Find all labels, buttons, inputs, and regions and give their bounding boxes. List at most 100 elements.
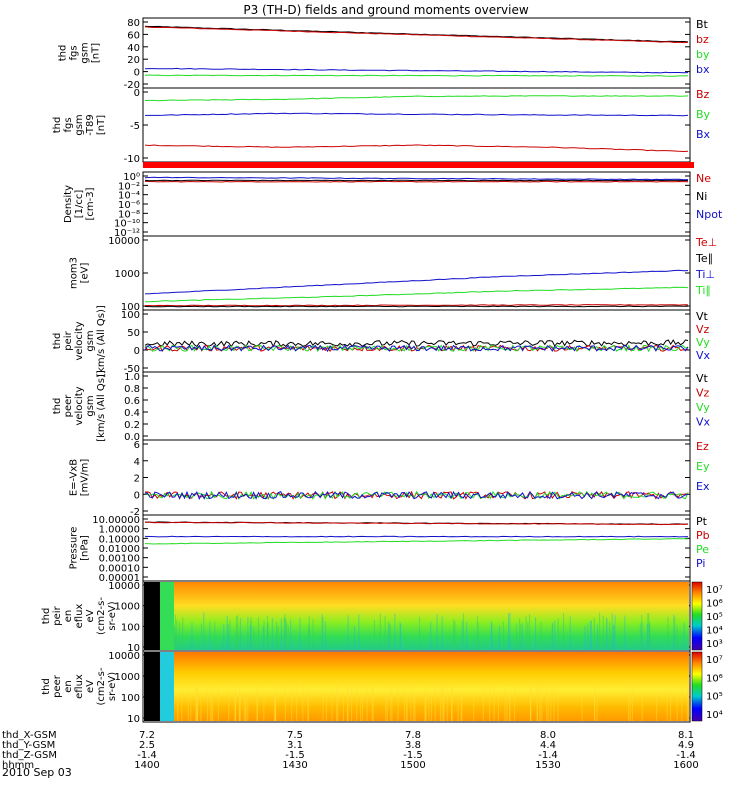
- y-axis-label: Density: [63, 185, 74, 223]
- y-axis-label: [km/s (All Qs)]: [96, 305, 107, 377]
- legend-entry: Te∥: [695, 252, 713, 265]
- y-axis-label: eflux: [74, 604, 85, 629]
- y-tick-label: 10⁻⁸: [118, 209, 140, 220]
- series-line-Npot: [144, 176, 689, 181]
- y-axis-label: thd: [41, 678, 52, 695]
- y-tick-label: 10⁰: [123, 172, 140, 183]
- legend-entry: Pe: [696, 543, 709, 556]
- y-axis-label: gsm: [80, 42, 91, 63]
- series-line-bz: [144, 26, 689, 44]
- legend-entry: Vx: [696, 416, 711, 429]
- series-line-Ex: [144, 490, 689, 501]
- y-axis-label: -T89: [85, 114, 96, 136]
- time-axis-value: 4.4: [540, 740, 556, 751]
- legend-entry: bz: [696, 33, 709, 46]
- y-tick-label: 6: [134, 440, 140, 451]
- time-axis-value: 8.0: [540, 730, 556, 741]
- series-line-Vz: [144, 344, 689, 353]
- y-tick-label: -10: [124, 154, 140, 165]
- y-axis-label: fgs: [63, 117, 74, 132]
- series-line-Ti⊥: [144, 269, 689, 295]
- y-axis-label: [cm-3]: [85, 187, 96, 220]
- legend-entry: bx: [696, 63, 710, 76]
- legend-entry: Te⊥: [695, 236, 717, 249]
- time-axis-row-label: thd_Z-GSM: [2, 750, 57, 761]
- colorbar-tick-label: 10⁵: [706, 612, 723, 623]
- y-axis-label: [nT]: [91, 43, 102, 63]
- y-tick-label: 50: [127, 328, 140, 339]
- legend-entry: Ex: [696, 480, 710, 493]
- legend-entry: By: [696, 108, 711, 121]
- y-axis-label: Pressure: [69, 527, 80, 570]
- y-axis-label: thd: [52, 117, 63, 134]
- y-tick-label: 1000: [115, 269, 140, 280]
- time-axis-row-label: thd_X-GSM: [2, 730, 57, 741]
- y-axis-label: eV: [85, 680, 96, 693]
- legend-entry: Bz: [696, 88, 710, 101]
- y-tick-label: 10000: [108, 236, 140, 247]
- y-axis-label: mom3: [69, 257, 80, 289]
- y-tick-label: 0: [134, 490, 140, 501]
- time-axis-value: 7.8: [405, 730, 421, 741]
- series-line-Pi: [144, 535, 689, 538]
- legend-entry: Vt: [696, 372, 709, 385]
- y-tick-label: 40: [127, 43, 140, 54]
- colorbar-tick-label: 10⁶: [706, 673, 723, 684]
- y-axis-label: [eV]: [80, 263, 91, 284]
- y-tick-label: 10⁻²: [118, 181, 140, 192]
- y-tick-label: 1000: [115, 602, 140, 613]
- time-axis-value: 1430: [282, 760, 307, 771]
- y-tick-label: 0.10000: [99, 534, 140, 545]
- y-tick-label: 10⁻¹²: [114, 228, 140, 239]
- y-tick-label: 0: [134, 88, 140, 99]
- time-axis-value: -1.5: [403, 750, 423, 761]
- y-axis-label: eV: [85, 609, 96, 622]
- y-tick-label: 0.4: [124, 408, 140, 419]
- y-tick-label: 10⁻⁴: [118, 191, 140, 202]
- y-axis-label: (cm2-s-: [96, 597, 107, 635]
- y-axis-label: sr-eV): [107, 601, 118, 630]
- y-tick-label: 10000: [108, 651, 140, 662]
- y-tick-label: 10000: [108, 581, 140, 592]
- series-line-bx: [144, 67, 689, 74]
- panel-5: thd peir velocity gsm [km/s (All Qs)] 100 50 0 -…: [52, 305, 711, 377]
- legend-entry: Ti⊥: [695, 268, 715, 281]
- y-tick-label: 0: [134, 68, 140, 79]
- series-line-Pb: [145, 521, 689, 526]
- panel-frame: [142, 650, 691, 723]
- y-axis-label: [km/s (All Qs)]: [96, 370, 107, 442]
- series-line-Te⊥: [144, 304, 689, 307]
- legend-entry: Pi: [696, 557, 705, 570]
- y-tick-label: 0.8: [124, 384, 140, 395]
- y-tick-label: -5: [130, 121, 140, 132]
- y-axis-label: gsm: [85, 330, 96, 351]
- series-line-Pe: [144, 537, 689, 545]
- y-tick-label: 0.01000: [99, 544, 140, 555]
- time-axis-value: 7.5: [287, 730, 303, 741]
- y-tick-label: -20: [124, 80, 140, 91]
- y-tick-label: 80: [127, 18, 140, 29]
- series-line-Ne: [144, 180, 689, 183]
- colorbar-tick-label: 10⁵: [706, 692, 723, 703]
- series-line-Vx: [144, 344, 689, 353]
- legend-entry: Vt: [696, 310, 709, 323]
- time-axis-value: 4.9: [678, 740, 694, 751]
- panel-6: thd peer velocity gsm [km/s (All Qs)] 1.00.80…: [52, 370, 711, 443]
- legend-entry: by: [696, 48, 710, 61]
- series-line-Bz: [144, 144, 689, 153]
- y-tick-label: 100: [121, 622, 140, 633]
- y-axis-label: [1/cc]: [74, 190, 85, 219]
- legend-entry: Ni: [696, 190, 707, 203]
- y-axis-label: velocity: [74, 386, 85, 425]
- data-gap: [144, 652, 160, 721]
- y-tick-label: 4: [134, 457, 140, 468]
- y-axis-label: en: [63, 680, 74, 693]
- legend-entry: Ti∥: [695, 284, 711, 297]
- y-axis-label: [mV/m]: [80, 459, 91, 497]
- y-tick-label: 10.00000: [92, 515, 140, 526]
- y-tick-label: 1.00000: [99, 525, 140, 536]
- y-tick-label: 10⁻⁶: [118, 200, 140, 211]
- time-axis-value: 3.1: [287, 740, 303, 751]
- time-axis-value: 1530: [535, 760, 560, 771]
